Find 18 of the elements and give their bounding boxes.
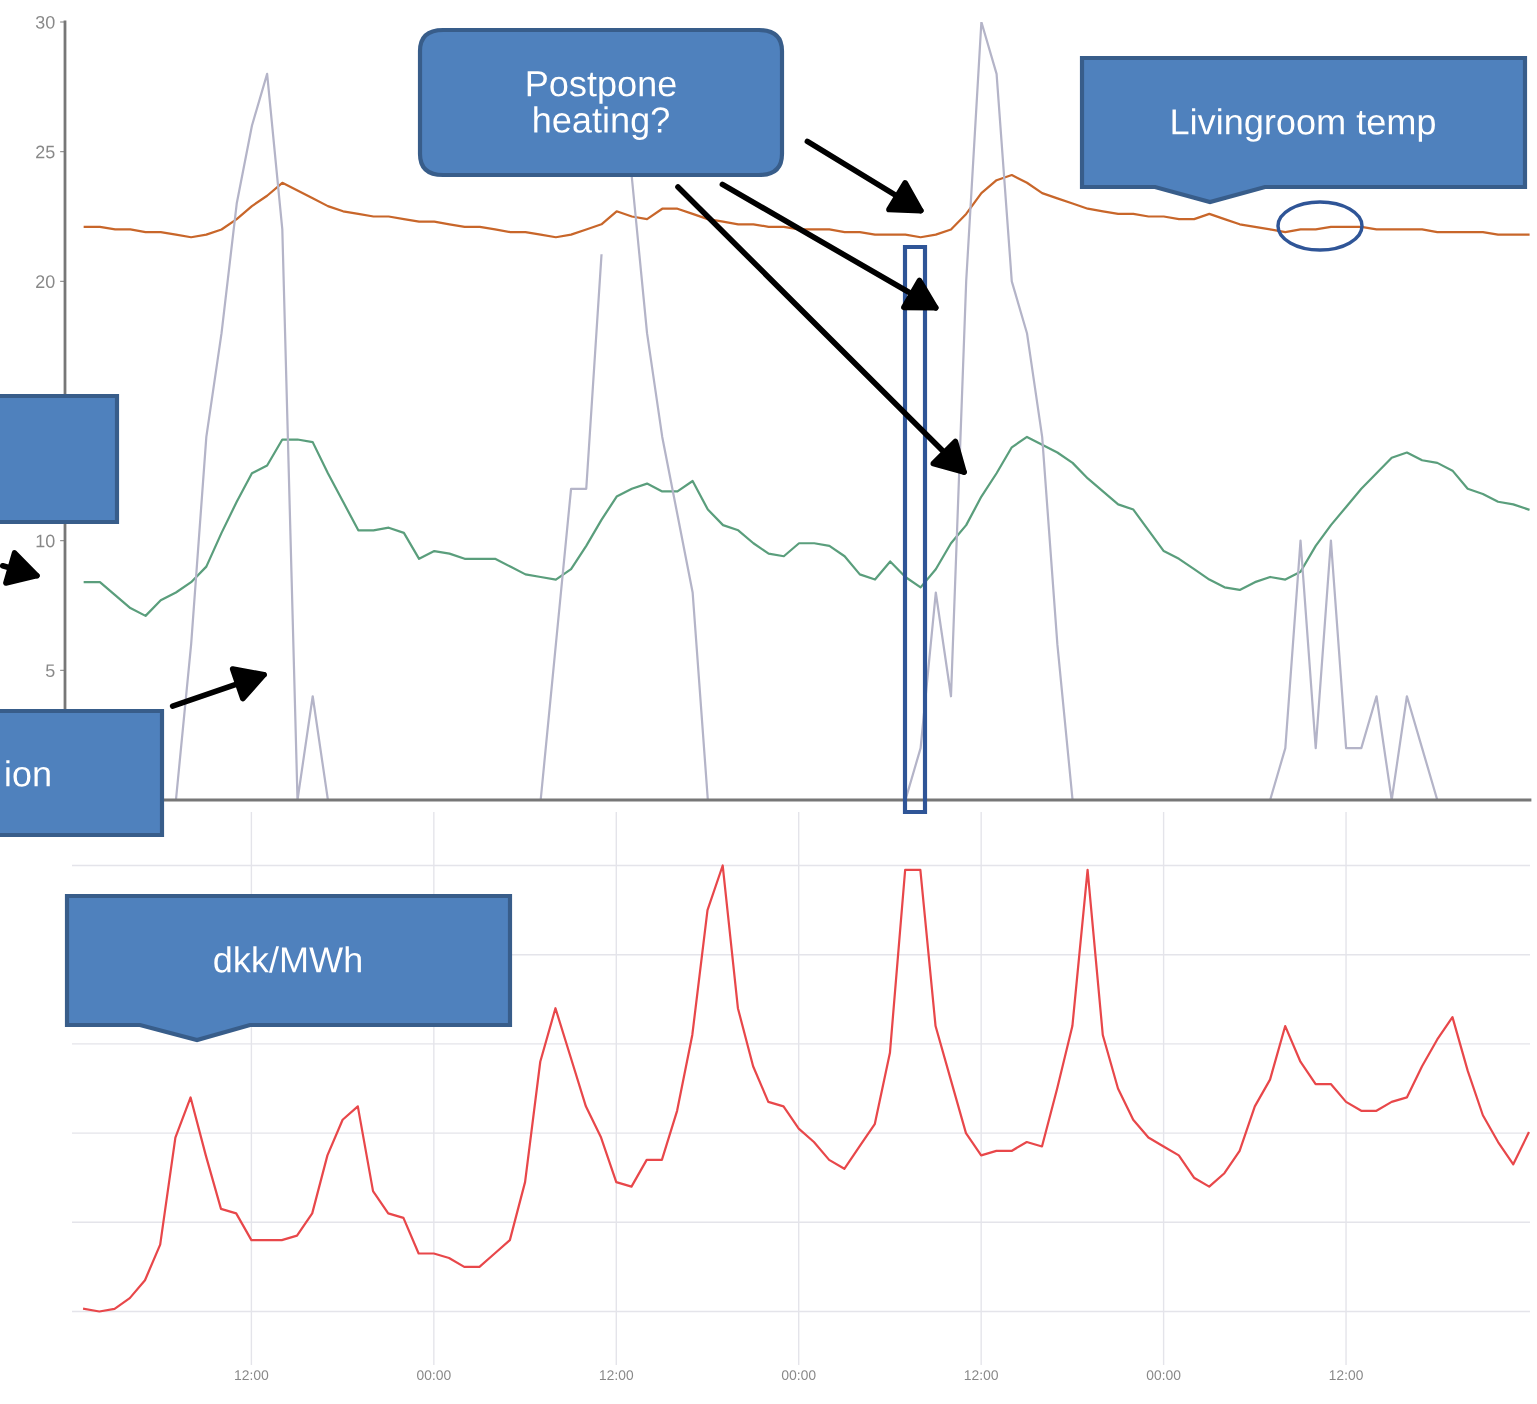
x-tick-label: 00:00 [417, 1370, 451, 1381]
x-tick-label: 12:00 [599, 1370, 634, 1381]
y-tick-label: 20 [36, 275, 55, 289]
y-tick-label: 25 [36, 145, 55, 159]
annotation: Livingroom temp [1172, 108, 1435, 142]
text: ion [6, 760, 50, 787]
line-series [83, 173, 1530, 239]
x-tick-label: 12:00 [1329, 1370, 1363, 1381]
y-tick-label: 30 [35, 15, 55, 29]
y-tick-label: 5 [45, 664, 55, 678]
annotation: Postpone heating? [527, 71, 676, 140]
annotation: dkk/MWh [214, 946, 361, 973]
x-tick-label: 00:00 [1146, 1370, 1181, 1381]
x-tick-label: 00:00 [781, 1370, 816, 1381]
x-tick-label: 12:00 [964, 1370, 998, 1381]
line-series [83, 435, 1530, 617]
x-tick-label: 12:00 [235, 1370, 269, 1381]
y-tick-label: 10 [36, 534, 55, 548]
